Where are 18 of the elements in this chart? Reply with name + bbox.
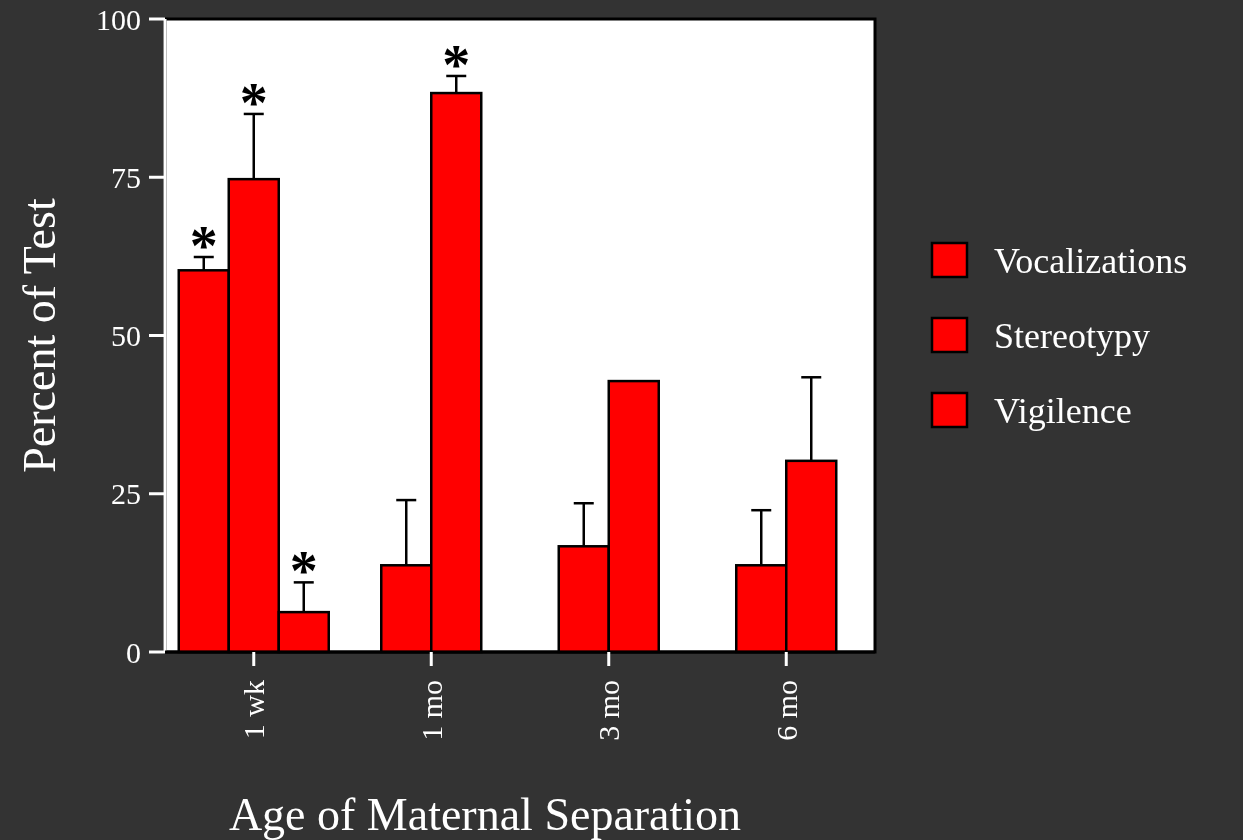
- y-tick-label: 25: [111, 477, 141, 511]
- y-tick-label: 0: [126, 635, 141, 669]
- x-tick-label: 6 mo: [769, 680, 803, 741]
- x-tick-label: 1 mo: [414, 680, 448, 741]
- y-tick-label: 100: [96, 2, 141, 36]
- legend-label: Stereotypy: [994, 315, 1150, 356]
- annotation: *: [189, 215, 218, 278]
- x-tick-label: 1 wk: [237, 680, 271, 740]
- y-axis-title: Percent of Test: [14, 198, 65, 473]
- legend-label: Vigilence: [994, 390, 1132, 431]
- y-tick-label: 50: [111, 319, 141, 352]
- annotation: *: [442, 33, 471, 96]
- annotation: *: [289, 540, 318, 603]
- legend-label: Vocalizations: [994, 240, 1188, 281]
- y-tick-label: 75: [111, 160, 141, 194]
- x-tick-label: 3 mo: [592, 680, 626, 741]
- annotation: *: [239, 71, 268, 134]
- x-axis-title: Age of Maternal Separation: [228, 789, 742, 840]
